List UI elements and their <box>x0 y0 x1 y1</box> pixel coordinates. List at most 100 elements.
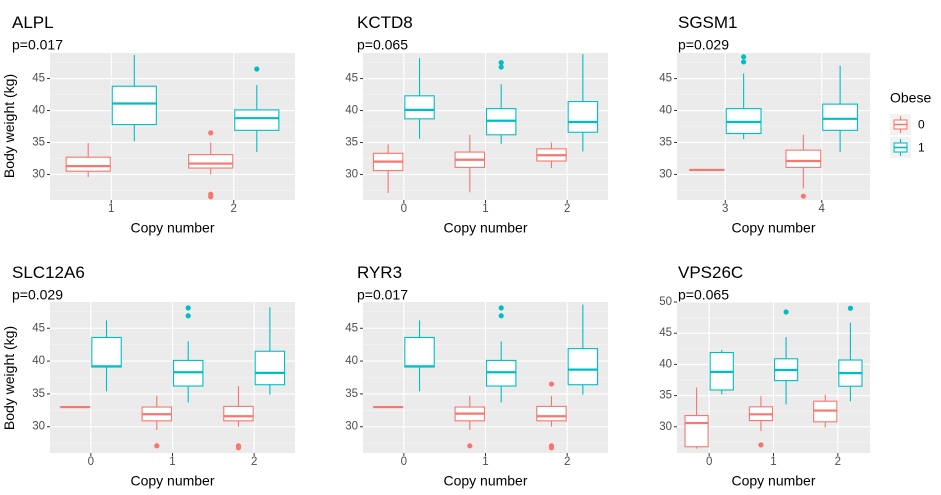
box-2-obese-0 <box>536 381 567 451</box>
box-iqr <box>65 156 111 172</box>
y-tick-label: 30 <box>32 421 45 433</box>
y-tick-label: 30 <box>345 168 358 180</box>
outlier-point <box>548 381 555 387</box>
x-tick-label: 0 <box>88 456 94 468</box>
x-tick-label: 0 <box>706 456 712 468</box>
x-axis-title: Copy number <box>443 219 527 235</box>
x-tick-label: 2 <box>251 456 257 468</box>
box-1-obese-1 <box>172 305 204 403</box>
y-tick-label: 45 <box>32 322 45 334</box>
panel-vps26c: VPS26C p=0.065 30 35 40 45 50 0 1 2 Copy number <box>659 263 870 488</box>
y-tick-label: 35 <box>345 136 358 148</box>
panel-ryr3: RYR3 p=0.017 30 35 40 45 0 1 2 Copy number <box>345 263 608 488</box>
box-0-obese-0 <box>372 144 404 193</box>
outlier-point <box>498 313 504 319</box>
panel-title: VPS26C <box>678 263 743 282</box>
box-2-obese-1 <box>234 66 280 153</box>
outlier-point <box>783 309 789 315</box>
box-3-obese-1 <box>725 54 762 140</box>
panel-title: KCTD8 <box>357 13 413 32</box>
y-axis-title: Body weight (kg) <box>1 326 17 430</box>
box-2-obese-1 <box>567 304 599 395</box>
box-0-obese-1 <box>709 350 734 395</box>
outlier-point <box>208 130 214 136</box>
x-axis-title: Copy number <box>731 472 815 488</box>
y-tick-label: 35 <box>659 136 672 148</box>
legend-label: 0 <box>918 118 925 132</box>
box-iqr <box>785 149 822 168</box>
box-1-obese-1 <box>111 54 157 142</box>
panel-title: SLC12A6 <box>12 263 85 282</box>
box-iqr <box>567 348 599 386</box>
panel-alpl: ALPL p=0.017 30 35 40 45 1 2 Copy number <box>12 13 295 235</box>
box-iqr <box>404 95 435 120</box>
box-0-obese-1 <box>404 320 435 392</box>
x-tick-label: 4 <box>819 203 826 215</box>
y-tick-label: 45 <box>32 73 45 85</box>
box-iqr <box>111 85 157 126</box>
box-iqr <box>567 101 599 133</box>
outlier-point <box>847 305 854 311</box>
legend: Obese 0 1 <box>890 89 931 158</box>
box-4-obese-1 <box>822 65 859 153</box>
outlier-point <box>154 443 160 449</box>
box-0-obese-1 <box>91 320 122 392</box>
outlier-point <box>208 194 214 200</box>
box-0-obese-1 <box>404 58 435 139</box>
outlier-point <box>467 443 473 449</box>
y-tick-label: 45 <box>659 73 672 85</box>
y-tick-label: 40 <box>32 105 45 117</box>
y-tick-label: 30 <box>345 421 358 433</box>
x-axis-title: Copy number <box>731 219 815 235</box>
box-1-obese-1 <box>485 305 517 403</box>
outlier-point <box>498 59 504 66</box>
box-1-obese-0 <box>454 395 486 449</box>
x-tick-label: 2 <box>564 203 570 215</box>
outlier-point <box>498 64 504 70</box>
x-tick-label: 1 <box>770 456 776 468</box>
legend-title: Obese <box>890 89 931 105</box>
y-tick-label: 30 <box>32 168 45 180</box>
outlier-point <box>185 313 191 319</box>
panel-slc12a6: SLC12A6 p=0.029 30 35 40 45 0 1 2 Copy number <box>12 263 295 488</box>
box-iqr <box>234 109 280 131</box>
panel-title: ALPL <box>12 13 54 32</box>
outlier-point <box>741 59 747 65</box>
box-1-obese-0 <box>141 395 173 449</box>
outlier-point <box>548 445 555 451</box>
panel-pvalue: p=0.065 <box>678 286 729 302</box>
box-2-obese-1 <box>254 307 286 395</box>
y-tick-label: 40 <box>659 358 672 370</box>
y-tick-label: 30 <box>659 421 672 433</box>
panel-pvalue: p=0.029 <box>12 286 63 302</box>
legend-key-obese-0: 0 <box>890 114 925 135</box>
panel-title: RYR3 <box>357 263 402 282</box>
x-axis-title: Copy number <box>130 219 214 235</box>
x-tick-label: 1 <box>482 203 488 215</box>
y-tick-label: 40 <box>345 105 358 117</box>
legend-label: 1 <box>918 141 925 155</box>
y-tick-label: 40 <box>345 355 358 367</box>
y-tick-label: 40 <box>659 105 672 117</box>
box-iqr <box>188 154 234 169</box>
box-1-obese-1 <box>485 59 517 144</box>
y-tick-label: 30 <box>659 168 672 180</box>
y-tick-label: 45 <box>345 73 358 85</box>
x-tick-label: 2 <box>835 456 841 468</box>
panel-kctd8: KCTD8 p=0.065 30 35 40 45 0 1 2 Copy number <box>345 13 608 235</box>
box-2-obese-0 <box>813 394 838 428</box>
box-iqr <box>91 336 122 368</box>
box-2-obese-0 <box>223 386 254 451</box>
panel-pvalue: p=0.017 <box>12 36 63 52</box>
panel-pvalue: p=0.065 <box>357 36 408 52</box>
box-iqr <box>404 336 435 368</box>
outlier-point <box>185 305 191 311</box>
outlier-point <box>741 54 747 60</box>
outlier-point <box>235 445 242 451</box>
x-tick-label: 2 <box>564 456 570 468</box>
x-tick-label: 0 <box>401 203 407 215</box>
x-tick-label: 1 <box>169 456 175 468</box>
y-tick-label: 35 <box>32 388 45 400</box>
y-tick-label: 35 <box>345 388 358 400</box>
